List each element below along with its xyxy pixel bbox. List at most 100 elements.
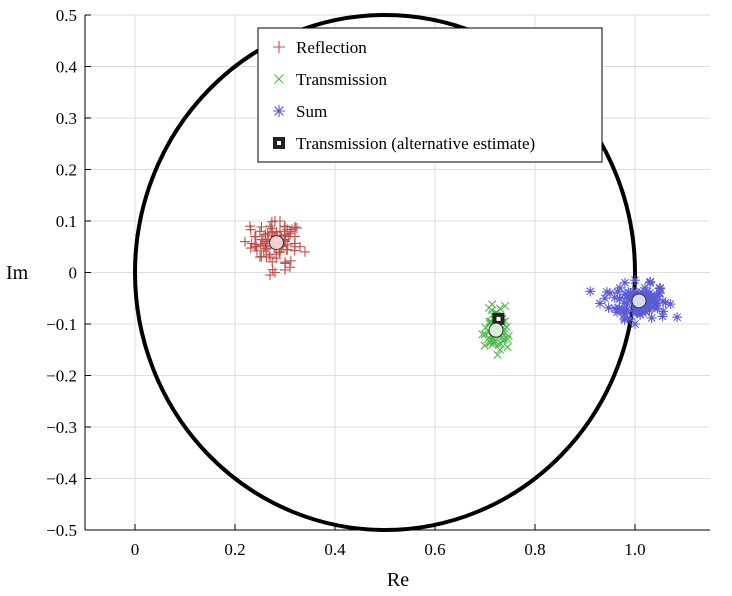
asterisk-marker — [654, 283, 665, 294]
y-tick-label: 0.2 — [56, 161, 77, 180]
y-tick-label: −0.4 — [46, 470, 77, 489]
cross-marker — [493, 350, 502, 360]
asterisk-marker — [609, 292, 620, 303]
asterisk-marker — [273, 105, 285, 117]
asterisk-marker — [627, 291, 638, 302]
asterisk-marker — [642, 286, 653, 297]
asterisk-marker — [585, 286, 596, 297]
asterisk-marker — [630, 275, 640, 286]
mean-marker — [631, 293, 647, 309]
asterisk-marker — [624, 292, 635, 303]
asterisk-marker — [630, 319, 640, 329]
asterisk-marker — [619, 314, 630, 325]
axes — [84, 14, 710, 531]
cross-marker — [274, 74, 284, 84]
asterisk-marker — [665, 299, 676, 310]
plus-marker — [267, 226, 278, 237]
asterisk-marker — [628, 286, 639, 297]
asterisk-marker — [620, 277, 630, 288]
legend-box — [257, 27, 603, 163]
plus-marker — [266, 216, 277, 227]
x-tick-label: 0.2 — [224, 540, 245, 559]
cross-marker — [480, 341, 489, 350]
plus-marker — [260, 229, 271, 240]
x-tick-label: 0.8 — [524, 540, 545, 559]
plus-marker — [281, 244, 292, 255]
y-tick-label: 0.5 — [56, 6, 77, 25]
cross-marker — [496, 339, 505, 348]
asterisk-marker — [605, 288, 615, 299]
legend-entry-label: Sum — [296, 102, 327, 121]
x-tick-label: 0 — [131, 540, 140, 559]
plus-marker — [250, 239, 261, 250]
cross-marker — [478, 330, 487, 339]
points-layer — [240, 216, 683, 360]
asterisk-marker — [645, 276, 656, 287]
asterisk-marker — [640, 282, 650, 293]
legend-entry-label: Transmission — [296, 70, 388, 89]
plus-marker — [285, 262, 295, 273]
square-marker-center — [277, 141, 281, 145]
y-tick-label: −0.2 — [46, 367, 77, 386]
mean-marker — [269, 235, 284, 251]
asterisk-marker — [630, 306, 641, 317]
x-tick-label: 0.6 — [424, 540, 445, 559]
square-marker-center — [496, 316, 501, 321]
means-layer — [269, 235, 647, 338]
plus-marker — [240, 236, 250, 247]
plus-marker — [245, 224, 256, 235]
cross-marker — [499, 334, 508, 344]
asterisk-marker — [612, 286, 623, 297]
asterisk-marker — [649, 298, 660, 309]
asterisk-marker — [619, 289, 630, 300]
asterisk-marker — [657, 296, 668, 307]
asterisk-marker — [600, 293, 610, 304]
asterisk-marker — [657, 311, 668, 322]
asterisk-marker — [672, 312, 683, 323]
plus-marker — [300, 246, 310, 257]
asterisk-marker — [595, 298, 605, 309]
plus-marker — [255, 226, 265, 237]
asterisk-marker — [619, 298, 630, 309]
asterisk-marker — [638, 289, 649, 300]
plus-marker — [251, 245, 262, 256]
asterisk-marker — [643, 298, 654, 309]
plus-marker — [265, 270, 275, 281]
plus-marker — [289, 238, 300, 249]
asterisk-marker — [642, 291, 653, 302]
asterisk-marker — [644, 304, 655, 315]
asterisk-marker — [614, 293, 625, 304]
y-axis-label: Im — [6, 262, 29, 284]
asterisk-marker — [640, 306, 651, 317]
y-tick-label: −0.5 — [46, 521, 77, 540]
cross-marker — [500, 301, 510, 311]
plus-marker — [256, 222, 267, 233]
y-tick-label: 0.3 — [56, 109, 77, 128]
x-tick-labels: 0 0.2 0.4 0.6 0.8 1.0 — [131, 540, 646, 559]
plus-marker — [256, 251, 267, 262]
asterisk-marker — [614, 304, 625, 315]
plus-marker — [280, 229, 291, 240]
plus-marker — [291, 222, 302, 233]
cross-marker — [484, 303, 494, 312]
y-tick-label: −0.3 — [46, 418, 77, 437]
cross-marker — [504, 331, 513, 341]
y-tick-label: 0 — [69, 264, 78, 283]
asterisk-marker — [601, 287, 612, 298]
asterisk-marker — [623, 287, 634, 298]
asterisk-marker — [625, 313, 635, 324]
legend-entry-label: Reflection — [296, 38, 367, 57]
asterisk-marker — [622, 299, 633, 310]
asterisk-marker — [652, 291, 663, 302]
mean-marker — [488, 322, 504, 338]
plus-marker — [280, 258, 291, 269]
y-tick-label: 0.1 — [56, 212, 77, 231]
plus-marker — [290, 222, 301, 233]
plus-marker — [262, 228, 273, 239]
legend-entry-label: Transmission (alternative estimate) — [296, 134, 535, 153]
asterisk-marker — [660, 297, 671, 308]
plus-marker — [270, 267, 280, 278]
asterisk-marker — [603, 302, 614, 313]
cross-marker — [503, 343, 512, 352]
